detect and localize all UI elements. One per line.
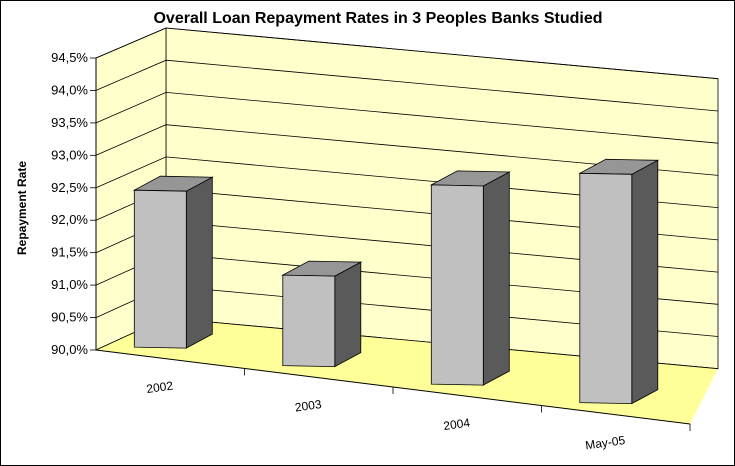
gridline bbox=[95, 27, 719, 80]
bar-front bbox=[133, 189, 187, 349]
bar-front bbox=[579, 172, 633, 405]
y-tick-label: 94,5% bbox=[51, 50, 88, 65]
bar-front bbox=[282, 274, 336, 368]
floor bbox=[96, 318, 718, 424]
gridline bbox=[95, 91, 719, 144]
bar-side bbox=[482, 171, 510, 386]
x-tick-label: May-05 bbox=[584, 433, 626, 452]
x-tick-label: 2004 bbox=[442, 415, 471, 433]
y-tick-label: 90,0% bbox=[51, 342, 88, 357]
bar-2003 bbox=[281, 260, 363, 368]
bar-side bbox=[334, 261, 362, 368]
tick-labels: 90,0% 90,5% 91,0% 91,5% 92,0% 92,5% 93,0% 93,5%… bbox=[51, 50, 626, 453]
y-tick-label: 90,5% bbox=[51, 310, 88, 325]
bar-side bbox=[631, 159, 659, 405]
y-tick-label: 93,5% bbox=[51, 115, 88, 130]
bar-2002 bbox=[132, 175, 214, 349]
bars bbox=[132, 158, 660, 405]
bar-front bbox=[430, 184, 484, 386]
y-tick-label: 91,0% bbox=[51, 277, 88, 292]
gridline bbox=[95, 156, 719, 208]
chart-title: Overall Loan Repayment Rates in 3 People… bbox=[153, 10, 602, 27]
gridline bbox=[95, 59, 719, 112]
y-tick-label: 91,5% bbox=[51, 245, 88, 260]
axes bbox=[90, 57, 691, 431]
bar-May-05 bbox=[578, 158, 660, 405]
bar-side bbox=[185, 176, 213, 349]
y-tick-label: 92,5% bbox=[51, 180, 88, 195]
x-tick-label: 2003 bbox=[294, 397, 323, 415]
y-tick-label: 94,0% bbox=[51, 82, 88, 97]
y-tick-label: 93,0% bbox=[51, 147, 88, 162]
y-tick-label: 92,0% bbox=[51, 212, 88, 227]
bar-2004 bbox=[429, 170, 511, 386]
x-tick-label: 2002 bbox=[145, 378, 174, 396]
gridline bbox=[95, 124, 719, 176]
y-axis-label: Repayment Rate bbox=[15, 161, 29, 255]
